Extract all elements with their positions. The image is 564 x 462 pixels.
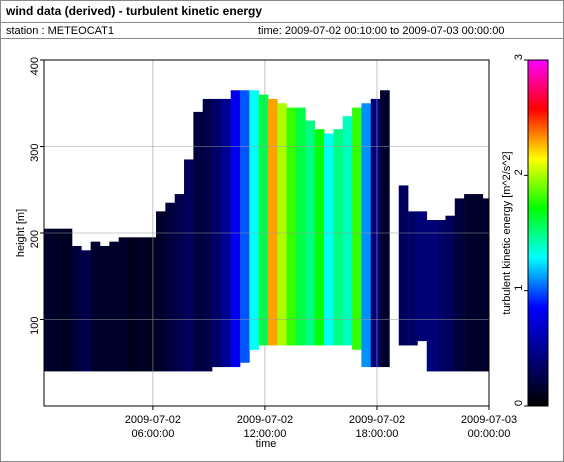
y-tick-label: 200 <box>29 230 41 248</box>
heat-cell <box>296 107 306 346</box>
heat-cell <box>454 198 465 372</box>
period: time: 2009-07-02 00:10:00 to 2009-07-03 … <box>258 25 504 37</box>
y-axis-label: height [m] <box>15 209 27 257</box>
heat-cell <box>473 194 484 372</box>
heat-cell <box>268 98 278 346</box>
heat-cell <box>72 245 82 372</box>
heat-cell <box>277 103 288 346</box>
plot-border <box>43 59 490 407</box>
chart-title: wind data (derived) - turbulent kinetic … <box>5 4 262 18</box>
heat-cell <box>184 159 194 372</box>
heat-cell <box>426 220 437 372</box>
x-tick-label: 2009-07-02 12:00:00 <box>237 414 293 440</box>
heat-cell <box>137 237 147 372</box>
heat-cell <box>174 194 185 372</box>
heat-cell <box>258 94 269 346</box>
colorbar-tick-label: 1 <box>513 285 525 291</box>
heat-cell <box>240 90 250 363</box>
heat-cell <box>202 98 213 372</box>
colorbar-tick-label: 2 <box>513 169 525 175</box>
x-tick-label: 2009-07-02 06:00:00 <box>125 414 181 440</box>
heat-cell <box>361 103 372 368</box>
y-tick-label: 100 <box>29 317 41 335</box>
x-tick-label: 2009-07-02 18:00:00 <box>349 414 405 440</box>
heat-cell <box>342 116 353 346</box>
heat-cell <box>128 237 138 372</box>
heat-cell <box>249 90 260 350</box>
colorbar <box>527 59 549 407</box>
heat-cell <box>44 228 54 372</box>
heat-cell <box>90 241 101 372</box>
heat-cell <box>464 194 474 372</box>
heat-cell <box>333 129 344 346</box>
heat-cell <box>408 211 418 346</box>
heat-cell <box>193 111 204 372</box>
heat-cell <box>352 107 362 350</box>
heat-cell <box>165 202 175 372</box>
heat-cell <box>81 250 91 372</box>
heat-cell <box>436 220 446 372</box>
heat-cell <box>445 215 456 372</box>
heat-cell <box>118 237 129 372</box>
y-tick-label: 400 <box>29 57 41 75</box>
heat-cell <box>398 185 409 346</box>
heat-cell <box>230 90 241 368</box>
heat-cell <box>156 211 166 372</box>
x-axis-label: time <box>256 438 277 450</box>
x-tick-label: 2009-07-03 00:00:00 <box>461 414 517 440</box>
heat-cell <box>146 237 157 372</box>
heat-cell <box>380 90 390 368</box>
heat-cell <box>62 228 73 372</box>
heat-cell <box>417 211 428 342</box>
y-tick-label: 300 <box>29 144 41 162</box>
colorbar-label: turbulent kinetic energy [m^2/s^2] <box>501 151 513 314</box>
heat-cell <box>324 133 334 346</box>
heat-cell <box>53 228 63 372</box>
colorbar-tick-label: 0 <box>513 400 525 406</box>
heat-cell <box>314 129 325 346</box>
colorbar-tick-label: 3 <box>513 54 525 60</box>
heat-cell <box>482 198 490 372</box>
station: station : METEOCAT1 <box>6 25 114 37</box>
heat-cell <box>109 241 119 372</box>
heat-cell <box>100 245 110 372</box>
heat-cell <box>286 107 297 346</box>
